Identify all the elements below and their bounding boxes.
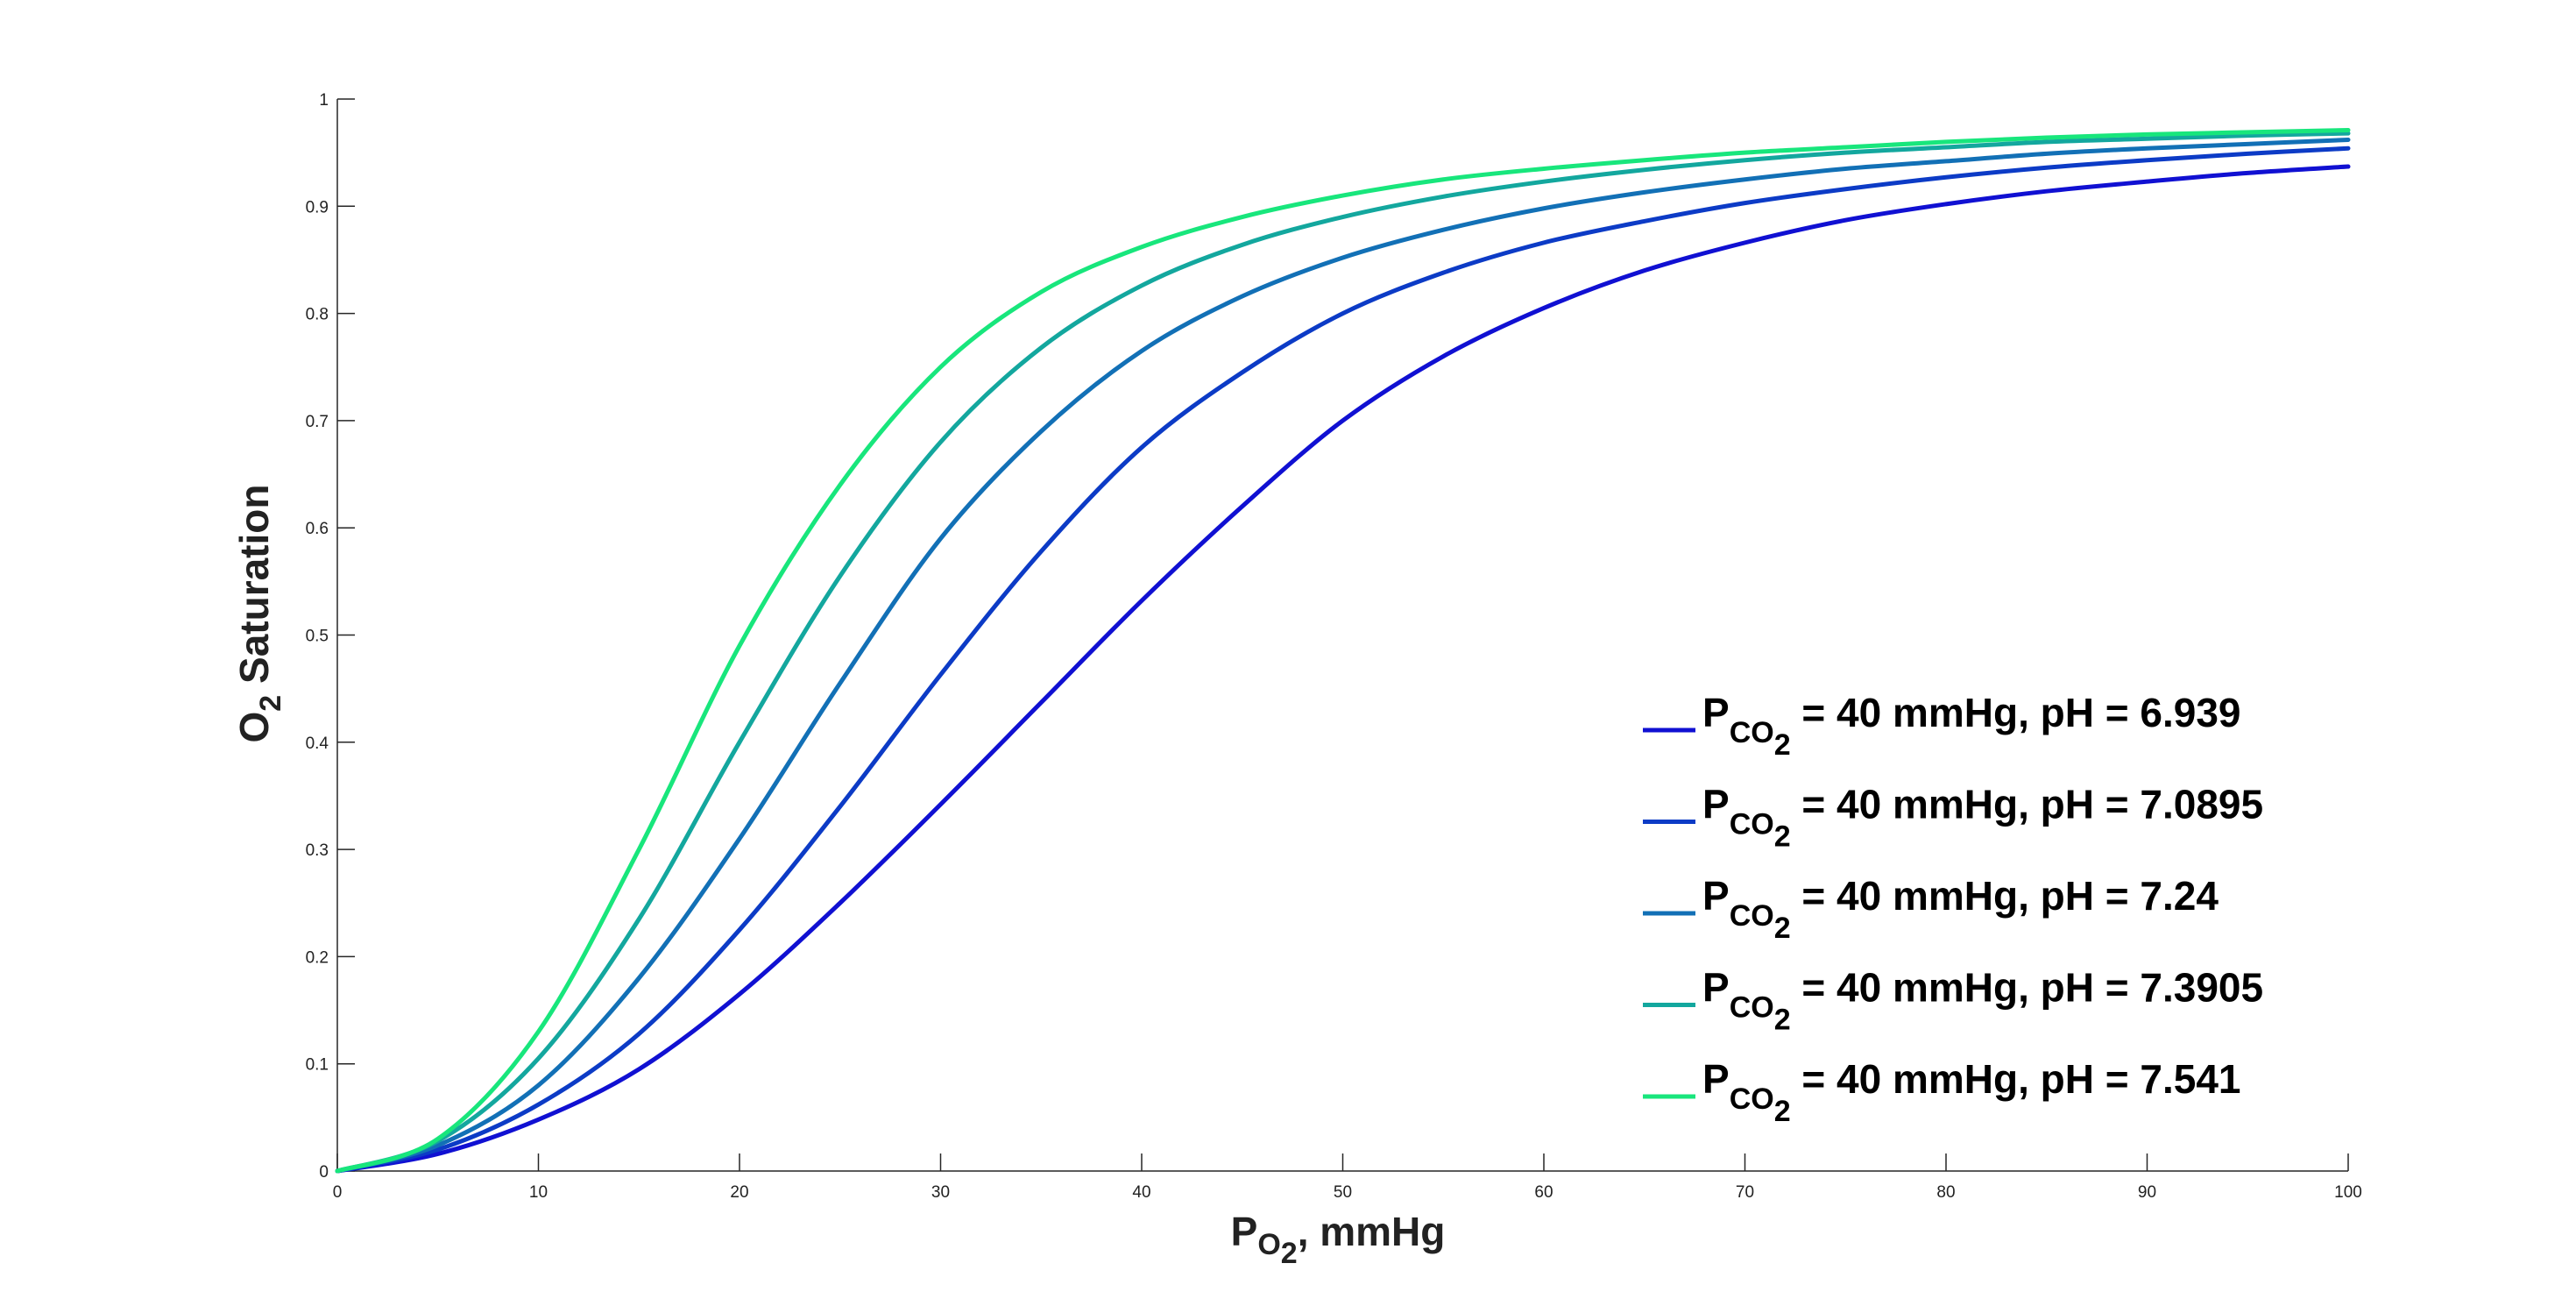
legend-entry-rest: = 40 mmHg, pH = 6.939 — [1791, 690, 2241, 735]
x-tick-label: 70 — [1736, 1183, 1754, 1202]
y-tick-label: 0.3 — [306, 841, 329, 860]
y-label-main: O — [231, 712, 277, 743]
y-label-rest: Saturation — [231, 485, 277, 695]
legend-entry-main: P — [1702, 873, 1730, 919]
legend-entry-1: PCO2 = 40 mmHg, pH = 6.939 — [1702, 690, 2241, 762]
legend-entry-rest: = 40 mmHg, pH = 7.24 — [1791, 873, 2219, 919]
y-tick-label: 0.4 — [306, 735, 329, 753]
series-line-2 — [335, 146, 2351, 1174]
legend-entry-subsub: 2 — [1774, 1095, 1791, 1128]
x-tick-label: 0 — [333, 1183, 343, 1202]
series-line-1 — [335, 164, 2351, 1174]
legend-entry-2: PCO2 = 40 mmHg, pH = 7.0895 — [1702, 782, 2263, 854]
y-tick-label: 0.7 — [306, 413, 329, 431]
ticks: 0 10 20 30 40 50 60 70 80 90 100 0 0.1 0.2 0.3 0.4 0.5 0.… — [306, 91, 2362, 1202]
series-line-5 — [335, 127, 2351, 1174]
x-label-subsub: 2 — [1281, 1237, 1298, 1270]
y-tick-label: 0.6 — [306, 520, 329, 538]
y-tick-label: 0.9 — [306, 198, 329, 216]
legend-entry-rest: = 40 mmHg, pH = 7.3905 — [1791, 965, 2264, 1011]
legend-entry-main: P — [1702, 782, 1730, 827]
x-tick-label: 90 — [2138, 1183, 2156, 1202]
x-tick-label: 20 — [730, 1183, 748, 1202]
series-line-3 — [335, 137, 2351, 1174]
x-tick-label: 50 — [1334, 1183, 1352, 1202]
legend-entry-main: P — [1702, 690, 1730, 735]
series-line-4 — [335, 131, 2351, 1174]
legend-entry-4: PCO2 = 40 mmHg, pH = 7.3905 — [1702, 965, 2263, 1037]
legend-entry-rest: = 40 mmHg, pH = 7.0895 — [1791, 782, 2264, 827]
x-label-rest: , mmHg — [1298, 1209, 1446, 1254]
y-tick-label: 0.8 — [306, 306, 329, 324]
legend-entry-sub: CO — [1730, 1082, 1774, 1116]
x-label-main: P — [1231, 1209, 1258, 1254]
x-tick-label: 30 — [931, 1183, 950, 1202]
y-label-sub: 2 — [254, 695, 287, 712]
x-tick-label: 100 — [2334, 1183, 2362, 1202]
x-tick-label: 10 — [529, 1183, 548, 1202]
legend-entry-rest: = 40 mmHg, pH = 7.541 — [1791, 1056, 2241, 1102]
y-axis-label: O2 Saturation — [231, 485, 287, 743]
y-tick-label: 0.1 — [306, 1056, 329, 1075]
y-tick-label: 0.5 — [306, 628, 329, 646]
legend-entry-5: PCO2 = 40 mmHg, pH = 7.541 — [1702, 1056, 2241, 1128]
y-tick-label: 0 — [319, 1163, 329, 1182]
x-label-sub: O — [1257, 1228, 1280, 1261]
legend-entry-sub: CO — [1730, 808, 1774, 841]
legend-entry-subsub: 2 — [1774, 728, 1791, 762]
legend-entry-main: P — [1702, 965, 1730, 1011]
legend-entry-3: PCO2 = 40 mmHg, pH = 7.24 — [1702, 873, 2219, 945]
legend-entry-sub: CO — [1730, 991, 1774, 1025]
x-axis-label: PO2, mmHg — [1231, 1209, 1446, 1270]
legend-entry-main: P — [1702, 1056, 1730, 1102]
y-tick-label: 0.2 — [306, 948, 329, 967]
legend-entry-subsub: 2 — [1774, 820, 1791, 854]
legend-entry-subsub: 2 — [1774, 912, 1791, 945]
x-tick-label: 60 — [1534, 1183, 1553, 1202]
x-tick-label: 80 — [1936, 1183, 1955, 1202]
y-tick-label: 1 — [319, 91, 329, 110]
legend-entry-sub: CO — [1730, 716, 1774, 749]
series-lines — [335, 127, 2351, 1174]
legend-entry-sub: CO — [1730, 899, 1774, 933]
legend-entry-subsub: 2 — [1774, 1004, 1791, 1037]
x-tick-label: 40 — [1132, 1183, 1150, 1202]
